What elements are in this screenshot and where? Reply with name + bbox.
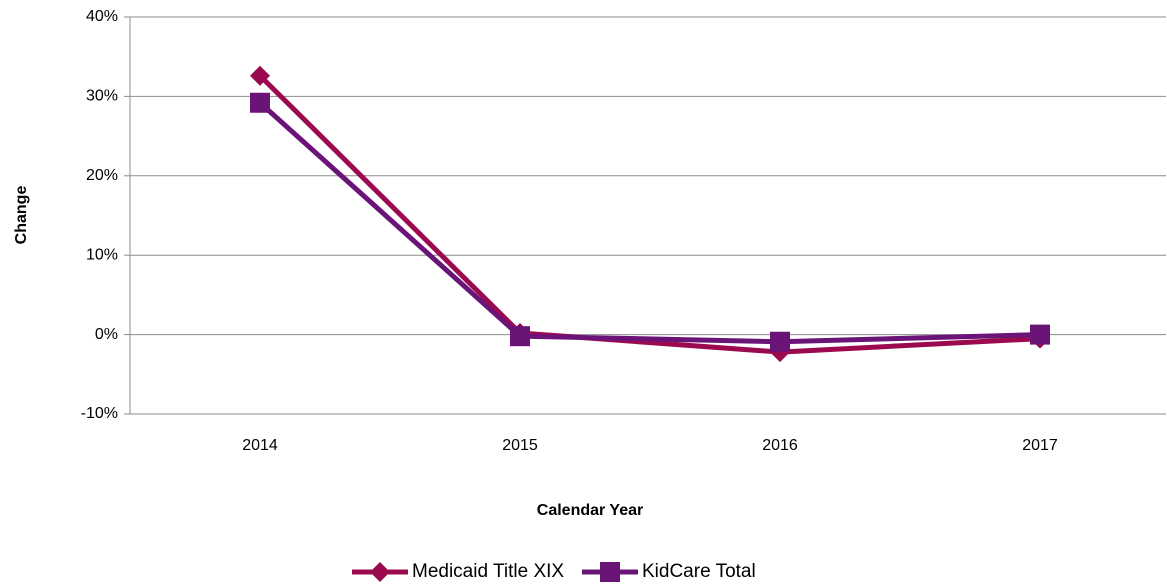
marker	[370, 562, 390, 582]
legend-label: KidCare Total	[642, 561, 756, 582]
marker	[510, 326, 530, 347]
line	[258, 73, 1041, 355]
x-tick-label: 2015	[502, 437, 538, 454]
x-tick-label: 2014	[242, 437, 278, 454]
x-tick-label: 2017	[1022, 437, 1058, 454]
x-axis-label: Calendar Year	[537, 502, 643, 519]
marker	[600, 562, 620, 582]
marker	[1030, 324, 1050, 345]
y-tick-label: 20%	[86, 167, 118, 184]
marker	[250, 65, 270, 86]
y-axis-label: Change	[13, 186, 30, 245]
y-tick-label: 0%	[95, 326, 118, 343]
y-tick-label: 10%	[86, 246, 118, 263]
y-tick-label: 30%	[86, 88, 118, 105]
line	[258, 100, 1041, 345]
marker	[770, 331, 790, 352]
marker	[250, 92, 270, 113]
x-tick-label: 2016	[762, 437, 798, 454]
y-tick-label: 40%	[86, 8, 118, 25]
legend-label: Medicaid Title XIX	[412, 561, 564, 582]
y-tick-label: -10%	[81, 405, 118, 422]
